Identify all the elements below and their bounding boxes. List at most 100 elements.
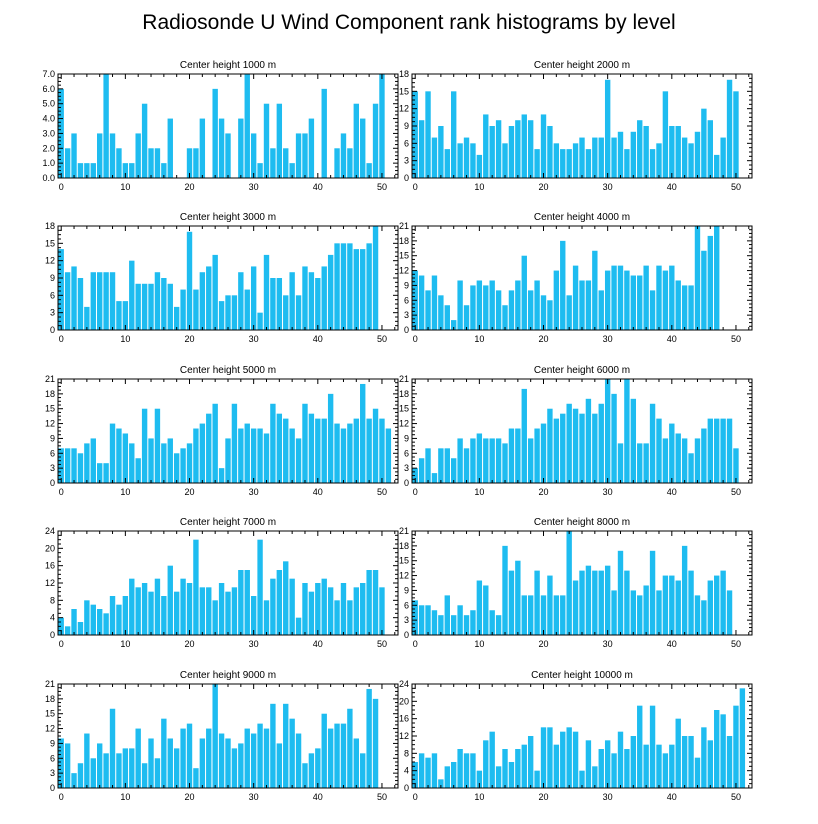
y-tick-label: 12 <box>45 256 55 266</box>
x-tick-label: 50 <box>377 792 387 802</box>
bar <box>225 438 231 483</box>
x-tick-label: 50 <box>377 334 387 344</box>
bar <box>84 306 90 330</box>
bar <box>694 757 701 788</box>
bar <box>103 753 109 788</box>
y-tick-label: 15 <box>45 709 55 719</box>
bar <box>372 698 379 788</box>
bar <box>270 148 276 178</box>
bar <box>553 270 560 330</box>
bar <box>598 403 604 483</box>
bar <box>173 306 180 330</box>
bar <box>694 595 701 635</box>
bar <box>425 91 431 178</box>
bar <box>135 133 141 178</box>
bar <box>579 137 585 178</box>
bar <box>656 418 662 483</box>
bar <box>116 148 122 178</box>
bar <box>444 149 450 178</box>
x-tick-label: 40 <box>667 639 677 649</box>
bar <box>206 587 212 635</box>
bar <box>617 265 624 330</box>
bar <box>308 591 315 635</box>
bar <box>720 418 726 483</box>
bar <box>476 433 483 483</box>
bar <box>263 103 270 178</box>
y-tick-label: 3 <box>404 156 409 166</box>
bar <box>372 103 379 178</box>
bar <box>637 705 643 788</box>
bar <box>289 272 295 330</box>
x-tick-label: 50 <box>731 639 741 649</box>
bar <box>630 131 637 178</box>
y-tick-label: 9 <box>50 738 55 748</box>
bar <box>688 143 694 178</box>
bar <box>483 740 489 788</box>
bar <box>579 570 585 635</box>
x-tick-label: 0 <box>59 487 64 497</box>
bar <box>141 283 148 330</box>
y-tick-label: 18 <box>399 541 409 551</box>
x-tick-label: 40 <box>313 639 323 649</box>
bar <box>218 301 225 330</box>
y-tick-label: 15 <box>45 238 55 248</box>
y-tick-label: 18 <box>399 236 409 246</box>
bar <box>649 290 656 330</box>
x-tick-label: 20 <box>185 792 195 802</box>
bar <box>347 148 353 178</box>
bar <box>109 708 116 788</box>
x-tick-label: 20 <box>185 182 195 192</box>
bar <box>283 418 289 483</box>
bar <box>84 443 90 483</box>
bar <box>231 748 238 788</box>
bar <box>218 583 225 635</box>
y-tick-label: 15 <box>399 404 409 414</box>
bar <box>315 278 321 330</box>
bar <box>167 565 173 635</box>
bar <box>489 126 495 178</box>
bar <box>283 561 289 635</box>
bar <box>425 448 431 483</box>
bar <box>122 433 129 483</box>
bar <box>521 595 527 635</box>
bar <box>534 770 540 788</box>
bar <box>431 753 438 788</box>
bar <box>463 137 470 178</box>
panel-title: Center height 3000 m <box>180 212 276 223</box>
bar <box>360 249 366 330</box>
bar <box>360 383 366 483</box>
bar <box>347 243 353 330</box>
bar <box>431 473 438 483</box>
bar <box>212 403 218 483</box>
y-tick-label: 3 <box>404 463 409 473</box>
bar <box>604 379 611 483</box>
bar <box>726 79 733 178</box>
bar <box>148 438 154 483</box>
bar <box>90 272 96 330</box>
bar <box>412 600 418 635</box>
bar <box>476 580 483 635</box>
bar <box>366 570 372 635</box>
bar <box>656 143 662 178</box>
bar <box>662 575 669 635</box>
y-tick-label: 1.0 <box>42 158 55 168</box>
bar <box>534 149 540 178</box>
bar <box>148 738 154 788</box>
bar <box>353 418 359 483</box>
bar <box>681 137 688 178</box>
x-tick-label: 0 <box>413 334 418 344</box>
bar <box>270 703 276 788</box>
bar <box>585 398 592 483</box>
y-tick-label: 6.0 <box>42 84 55 94</box>
bar <box>521 388 527 483</box>
bar <box>270 578 276 635</box>
bar <box>334 243 340 330</box>
bar <box>714 710 720 788</box>
bar <box>321 88 327 178</box>
bar <box>186 443 193 483</box>
panel-title: Center height 10000 m <box>531 670 633 681</box>
bar <box>720 714 726 788</box>
bar <box>161 596 167 635</box>
x-tick-label: 30 <box>249 182 259 192</box>
bar <box>515 428 521 483</box>
